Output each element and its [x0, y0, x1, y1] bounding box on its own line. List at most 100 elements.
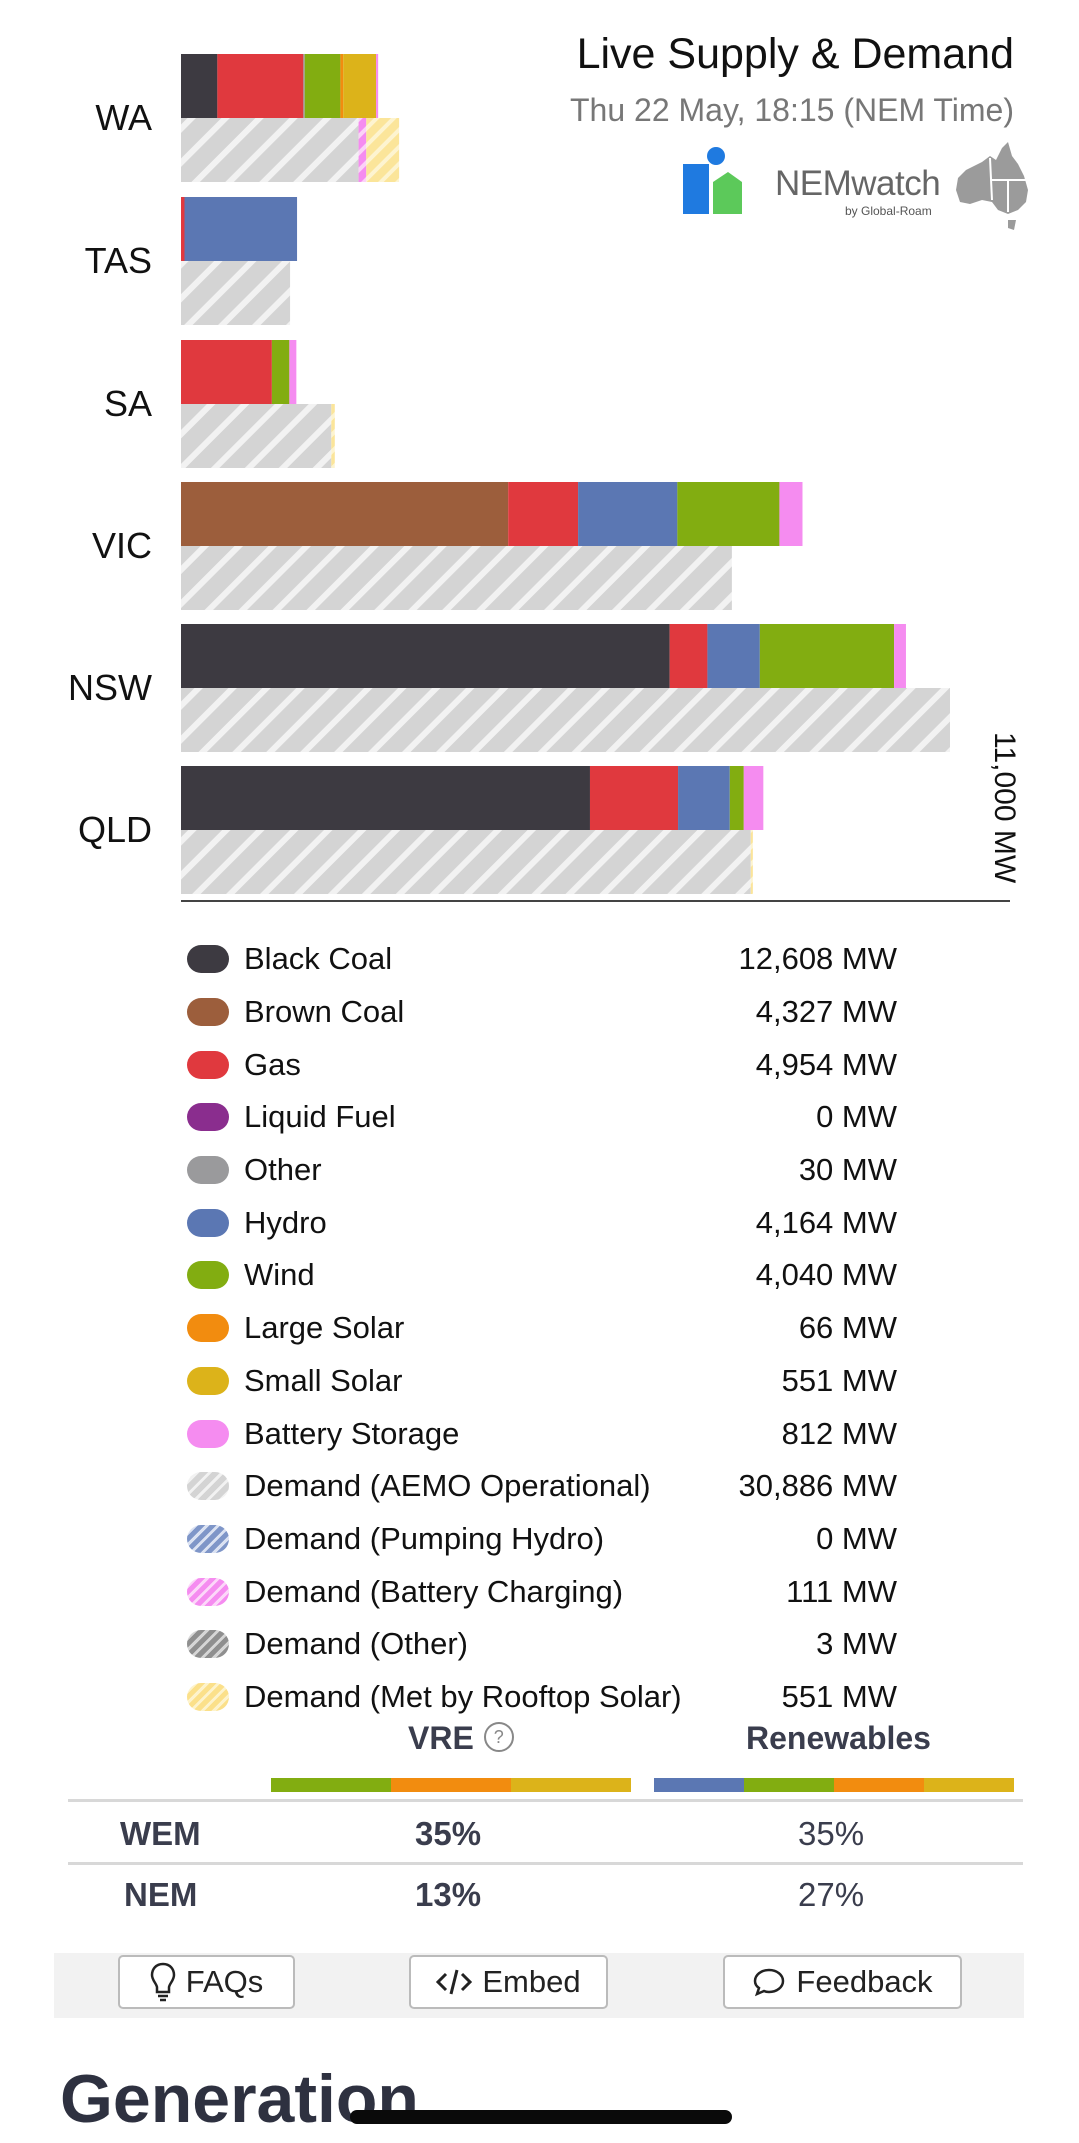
nemwatch-logo[interactable]: NEMwatch by Global-Roam [680, 140, 1028, 240]
region-label: WA [95, 97, 152, 138]
help-icon[interactable]: ? [483, 1722, 514, 1752]
legend-label: Hydro [244, 1204, 327, 1240]
legend-value: 812 MW [781, 1415, 897, 1451]
supply-segment[interactable] [759, 624, 895, 688]
supply-segment[interactable] [184, 197, 298, 261]
legend-label: Brown Coal [244, 994, 405, 1030]
legend-label: Demand (Pumping Hydro) [244, 1520, 605, 1556]
legend-swatch [187, 1472, 229, 1501]
demand-segment[interactable] [750, 830, 753, 894]
demand-segment[interactable] [181, 688, 950, 752]
legend-value: 4,040 MW [755, 1257, 897, 1293]
logo-wordmark: NEMwatch [775, 164, 941, 203]
section-heading: Generation [60, 2061, 419, 2137]
supply-segment[interactable] [343, 54, 377, 118]
supply-segment[interactable] [181, 624, 670, 688]
legend-label: Demand (Other) [244, 1626, 468, 1662]
vre-color-bar [271, 1778, 631, 1792]
demand-segment[interactable] [181, 404, 332, 468]
legend-item: Gas 4,954 MW [187, 1038, 897, 1091]
legend-value: 4,954 MW [755, 1046, 897, 1082]
legend-item: Other 30 MW [187, 1144, 897, 1197]
region-label: NSW [68, 667, 152, 708]
supply-segment[interactable] [181, 766, 590, 830]
legend-swatch [187, 1630, 229, 1659]
lightbulb-icon [150, 1962, 175, 2002]
legend-value: 551 MW [781, 1678, 897, 1714]
region-label: TAS [85, 240, 152, 281]
demand-segment[interactable] [181, 118, 359, 182]
supply-segment[interactable] [894, 624, 906, 688]
legend: Black Coal 12,608 MW Brown Coal 4,327 MW Gas… [187, 933, 897, 1723]
australia-map-icon [956, 142, 1028, 230]
demand-segment[interactable] [331, 404, 335, 468]
vre-header: VRE? [408, 1720, 514, 1757]
wem-vre-value: 35% [415, 1815, 482, 1852]
supply-segment[interactable] [271, 340, 290, 404]
supply-segment[interactable] [779, 482, 803, 546]
wem-renewables-value: 35% [798, 1815, 865, 1852]
supply-segment[interactable] [181, 340, 272, 404]
legend-item: Demand (Pumping Hydro) 0 MW [187, 1513, 897, 1566]
demand-segment[interactable] [358, 118, 367, 182]
supply-segment[interactable] [669, 624, 708, 688]
demand-segment[interactable] [181, 546, 732, 610]
supply-segment[interactable] [508, 482, 579, 546]
legend-label: Black Coal [244, 941, 393, 977]
legend-value: 30 MW [798, 1152, 897, 1188]
supply-segment[interactable] [589, 766, 679, 830]
feedback-button[interactable]: Feedback [723, 1955, 962, 2009]
supply-segment[interactable] [578, 482, 678, 546]
logo-mark-icon [683, 147, 742, 214]
supply-segment[interactable] [304, 54, 341, 118]
demand-segment[interactable] [181, 830, 751, 894]
legend-label: Demand (Battery Charging) [244, 1573, 624, 1609]
legend-label: Small Solar [244, 1362, 403, 1398]
supply-segment[interactable] [678, 766, 730, 830]
legend-value: 4,327 MW [755, 994, 897, 1030]
logo-tagline: by Global-Roam [845, 204, 932, 218]
faqs-button[interactable]: FAQs [118, 1955, 295, 2009]
legend-value: 66 MW [798, 1310, 897, 1346]
legend-item: Battery Storage 812 MW [187, 1407, 897, 1460]
legend-swatch [187, 1103, 229, 1132]
legend-value: 0 MW [816, 1099, 897, 1135]
legend-item: Large Solar 66 MW [187, 1302, 897, 1355]
legend-swatch [187, 1524, 229, 1553]
renewables-header: Renewables [746, 1720, 931, 1756]
legend-swatch [187, 1156, 229, 1185]
legend-swatch [187, 1261, 229, 1290]
supply-segment[interactable] [181, 54, 218, 118]
legend-item: Demand (Met by Rooftop Solar) 551 MW [187, 1671, 897, 1724]
supply-segment[interactable] [289, 340, 297, 404]
legend-swatch [187, 1682, 229, 1711]
supply-segment[interactable] [376, 54, 379, 118]
supply-segment[interactable] [340, 54, 344, 118]
demand-segment[interactable] [181, 261, 291, 325]
scale-label: 11,000 MW [988, 732, 1021, 884]
supply-segment[interactable] [181, 482, 509, 546]
timestamp: Thu 22 May, 18:15 (NEM Time) [570, 92, 1014, 128]
legend-value: 551 MW [781, 1362, 897, 1398]
legend-label: Demand (AEMO Operational) [244, 1468, 651, 1504]
demand-segment[interactable] [366, 118, 400, 182]
legend-label: Demand (Met by Rooftop Solar) [244, 1678, 682, 1714]
legend-value: 0 MW [816, 1520, 897, 1556]
vre-color-segment [511, 1778, 631, 1792]
supply-segment[interactable] [743, 766, 764, 830]
supply-segment[interactable] [707, 624, 760, 688]
supply-segment[interactable] [729, 766, 744, 830]
renewables-color-segment [654, 1778, 744, 1792]
embed-button[interactable]: Embed [409, 1955, 608, 2009]
supply-segment[interactable] [217, 54, 304, 118]
supply-segment[interactable] [181, 197, 185, 261]
chart-title: Live Supply & Demand [576, 30, 1014, 78]
renewables-color-segment [924, 1778, 1014, 1792]
supply-segment[interactable] [677, 482, 780, 546]
market-nem-label: NEM [124, 1876, 198, 1913]
supply-segment[interactable] [303, 54, 305, 118]
legend-label: Large Solar [244, 1310, 405, 1346]
nem-vre-value: 13% [415, 1876, 482, 1913]
legend-swatch [187, 1366, 229, 1395]
legend-swatch [187, 1050, 229, 1079]
